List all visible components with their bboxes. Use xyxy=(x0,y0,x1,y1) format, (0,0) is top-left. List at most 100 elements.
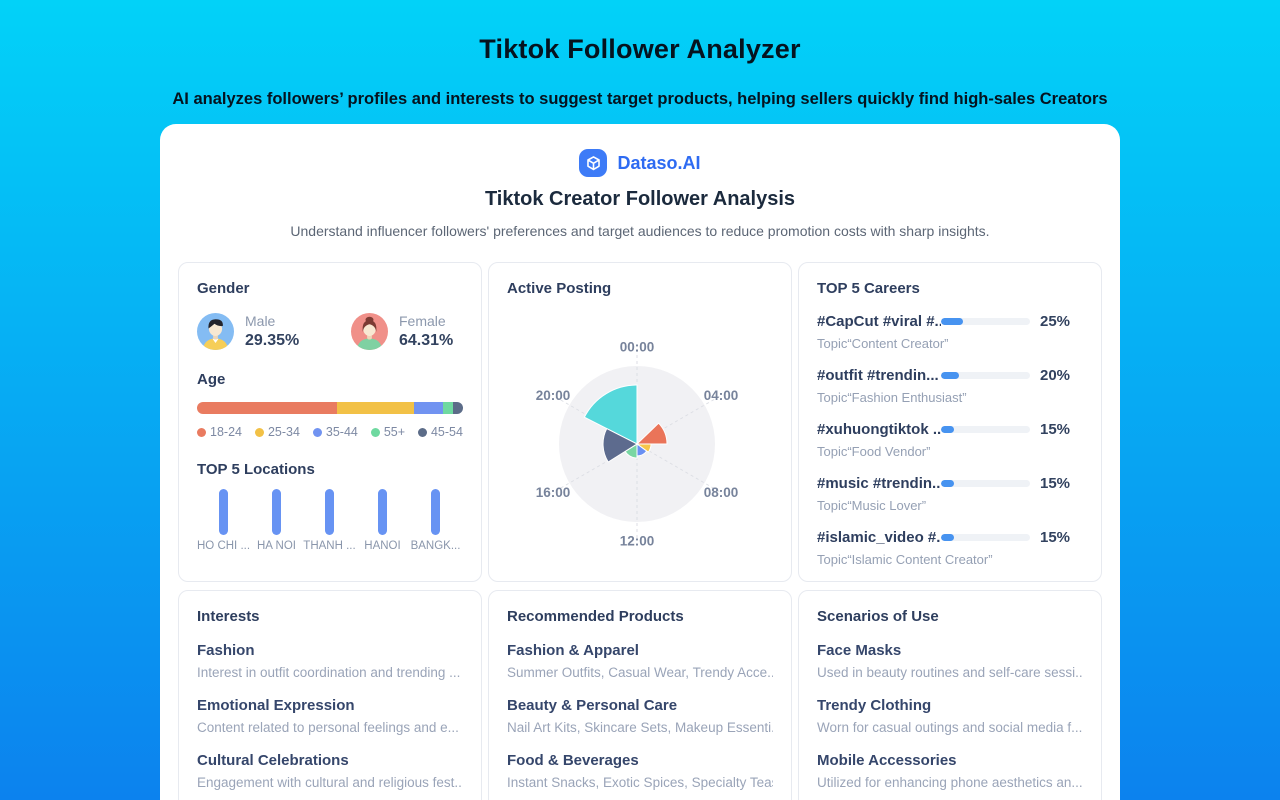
interest-desc: Interest in outfit coordination and tren… xyxy=(197,665,461,680)
location-item: BANGK... xyxy=(409,489,462,552)
polar-time-label: 04:00 xyxy=(704,388,739,403)
interest-item: Fashion Interest in outfit coordination … xyxy=(197,642,463,680)
career-row: #CapCut #viral #... 25% Topic“Content Cr… xyxy=(817,313,1083,351)
age-legend-item: 18-24 xyxy=(197,425,242,439)
scenario-item: Trendy Clothing Worn for casual outings … xyxy=(817,697,1083,735)
location-bar xyxy=(272,489,281,535)
gender-panel: Gender Male xyxy=(178,262,482,582)
interest-item: Emotional Expression Content related to … xyxy=(197,697,463,735)
page-subtitle: AI analyzes followers’ profiles and inte… xyxy=(172,90,1108,108)
product-item: Fashion & Apparel Summer Outfits, Casual… xyxy=(507,642,773,680)
active-posting-heading: Active Posting xyxy=(507,280,612,297)
male-label: Male xyxy=(245,313,276,329)
female-value: 64.31% xyxy=(399,332,454,349)
legend-dot-icon xyxy=(312,427,322,437)
interest-title: Emotional Expression xyxy=(197,697,355,714)
location-bar xyxy=(325,489,334,535)
interest-item: Cultural Celebrations Engagement with cu… xyxy=(197,752,463,790)
career-percent: 15% xyxy=(1040,421,1071,438)
interest-title: Fashion xyxy=(197,642,255,659)
product-title: Fashion & Apparel xyxy=(507,642,639,659)
career-tag: #outfit #trendin... xyxy=(817,367,939,384)
male-value: 29.35% xyxy=(245,332,300,349)
product-desc: Nail Art Kits, Skincare Sets, Makeup Ess… xyxy=(507,720,773,735)
female-avatar xyxy=(351,313,388,350)
location-bar xyxy=(431,489,440,535)
card-subtitle: Understand influencer followers' prefere… xyxy=(290,223,990,239)
careers-panel: TOP 5 Careers #CapCut #viral #... 25% To… xyxy=(798,262,1102,582)
legend-dot-icon xyxy=(197,427,206,437)
legend-dot-icon xyxy=(417,427,427,437)
scenarios-heading: Scenarios of Use xyxy=(817,608,939,625)
polar-time-label: 20:00 xyxy=(536,388,571,403)
scenario-desc: Worn for casual outings and social media… xyxy=(817,720,1083,735)
career-topic: Topic“Content Creator” xyxy=(817,336,949,351)
age-legend-item: 45-54 xyxy=(417,425,463,439)
career-bar-fill xyxy=(941,426,955,433)
career-tag: #islamic_video #... xyxy=(817,529,941,546)
page-title: Tiktok Follower Analyzer xyxy=(479,34,801,64)
interest-desc: Content related to personal feelings and… xyxy=(197,720,459,735)
location-item: HANOI xyxy=(356,489,409,552)
career-bar-fill xyxy=(941,318,964,325)
career-percent: 15% xyxy=(1040,475,1071,492)
location-bar xyxy=(219,489,228,535)
polar-time-label: 00:00 xyxy=(620,340,655,355)
career-topic: Topic“Islamic Content Creator” xyxy=(817,552,993,567)
gender-female: Female 64.31% xyxy=(351,313,453,350)
locations-heading: TOP 5 Locations xyxy=(197,461,315,478)
female-label: Female xyxy=(399,313,446,329)
scenario-title: Face Masks xyxy=(817,642,902,659)
panels-grid: Gender Male xyxy=(178,262,1102,800)
career-bar-fill xyxy=(941,372,959,379)
gender-heading: Gender xyxy=(197,280,250,297)
polar-axis-line xyxy=(554,396,720,492)
career-bar xyxy=(941,372,1030,379)
product-item: Food & Beverages Instant Snacks, Exotic … xyxy=(507,752,773,790)
scenario-item: Mobile Accessories Utilized for enhancin… xyxy=(817,752,1083,790)
interest-desc: Engagement with cultural and religious f… xyxy=(197,775,463,790)
career-percent: 25% xyxy=(1040,313,1071,330)
age-heading: Age xyxy=(197,371,226,388)
brand-name: Dataso.AI xyxy=(617,152,701,173)
scenarios-panel: Scenarios of Use Face Masks Used in beau… xyxy=(798,590,1102,800)
career-bar xyxy=(941,534,1030,541)
career-row: #islamic_video #... 15% Topic“Islamic Co… xyxy=(817,529,1083,567)
age-segment xyxy=(337,402,414,414)
career-percent: 20% xyxy=(1040,367,1071,384)
career-bar xyxy=(941,426,1030,433)
career-percent: 15% xyxy=(1040,529,1071,546)
age-legend-item: 25-34 xyxy=(254,425,300,439)
report-card: Dataso.AI Tiktok Creator Follower Analys… xyxy=(160,124,1120,800)
scenario-desc: Utilized for enhancing phone aesthetics … xyxy=(817,775,1083,790)
interests-panel: Interests Fashion Interest in outfit coo… xyxy=(178,590,482,800)
active-posting-panel: Active Posting 00:00 04:00 08:00 12:00 16:00… xyxy=(488,262,792,582)
polar-sector xyxy=(583,384,638,445)
polar-sector xyxy=(636,422,668,445)
legend-dot-icon xyxy=(370,427,380,437)
location-label: THANH ... xyxy=(303,540,356,552)
polar-time-label: 08:00 xyxy=(704,485,739,500)
active-posting-chart: 00:00 04:00 08:00 12:00 16:00 20:00 xyxy=(536,340,739,549)
age-segment xyxy=(452,402,463,414)
location-label: HO CHI ... xyxy=(197,540,251,552)
scenario-title: Mobile Accessories xyxy=(817,752,957,769)
career-topic: Topic“Fashion Enthusiast” xyxy=(817,390,967,405)
careers-heading: TOP 5 Careers xyxy=(817,280,920,297)
location-label: HA NOI xyxy=(257,540,296,552)
locations-chart: HO CHI ... HA NOI THANH ... HANOI BANGK... xyxy=(197,489,463,552)
gender-row: Male 29.35% xyxy=(197,313,463,350)
product-desc: Instant Snacks, Exotic Spices, Specialty… xyxy=(507,775,773,790)
career-tag: #CapCut #viral #... xyxy=(817,313,941,330)
location-item: HO CHI ... xyxy=(197,489,250,552)
scenario-title: Trendy Clothing xyxy=(817,697,932,714)
age-legend: 18-24 25-34 35-44 55+ 45-54 xyxy=(197,425,463,439)
location-bar xyxy=(378,489,387,535)
product-title: Food & Beverages xyxy=(507,752,639,769)
location-label: HANOI xyxy=(364,540,401,552)
age-segment xyxy=(413,402,444,414)
scenario-item: Face Masks Used in beauty routines and s… xyxy=(817,642,1083,680)
location-item: HA NOI xyxy=(250,489,303,552)
interests-heading: Interests xyxy=(197,608,260,625)
location-item: THANH ... xyxy=(303,489,356,552)
